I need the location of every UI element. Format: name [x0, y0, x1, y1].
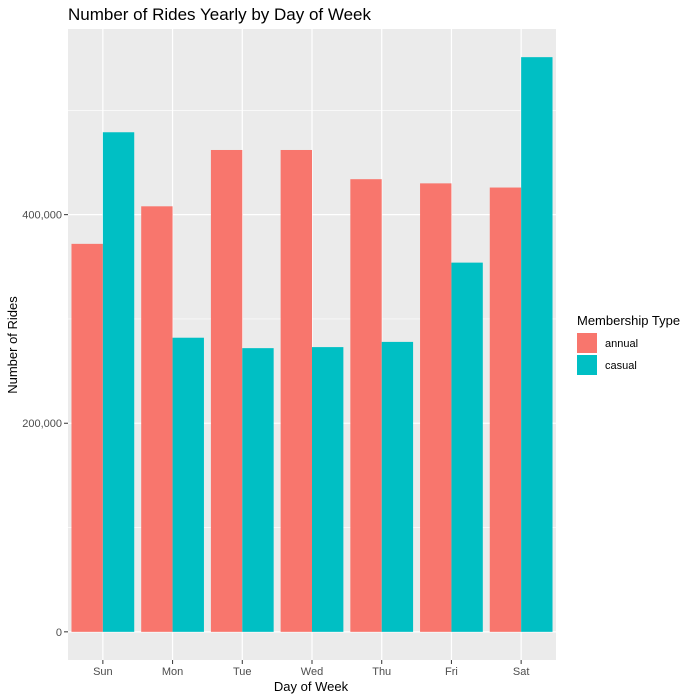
bar-casual-thu [381, 341, 414, 632]
x-tick-label: Fri [445, 666, 458, 678]
y-tick-label: 400,000 [22, 210, 62, 222]
y-axis: 0 200,000 400,000 [22, 210, 68, 639]
legend: Membership Type annual casual [577, 313, 680, 375]
bar-annual-wed [280, 149, 312, 632]
legend-key-casual [577, 355, 597, 375]
y-axis-title: Number of Rides [5, 296, 20, 394]
bar-casual-sun [102, 132, 135, 632]
bar-annual-sat [489, 187, 522, 632]
x-axis-title: Day of Week [274, 679, 349, 694]
bar-annual-sun [71, 243, 103, 632]
x-tick-label: Thu [372, 666, 391, 678]
x-tick-label: Wed [301, 666, 323, 678]
bar-casual-tue [242, 348, 274, 632]
legend-title: Membership Type [577, 313, 680, 328]
x-tick-label: Tue [233, 666, 252, 678]
bar-casual-fri [451, 262, 483, 632]
bar-annual-thu [350, 179, 382, 632]
bar-annual-mon [141, 206, 173, 632]
x-tick-label: Sun [93, 666, 113, 678]
legend-label-annual: annual [605, 338, 638, 350]
bar-annual-tue [210, 149, 243, 632]
x-axis: Sun Mon Tue Wed Thu Fri Sat [93, 660, 529, 678]
chart-title: Number of Rides Yearly by Day of Week [68, 5, 371, 24]
x-tick-label: Mon [162, 666, 183, 678]
bar-casual-mon [172, 337, 204, 632]
y-tick-label: 0 [56, 627, 62, 639]
bar-annual-fri [420, 183, 452, 632]
x-tick-label: Sat [513, 666, 530, 678]
bars [71, 57, 553, 632]
bar-casual-wed [312, 347, 344, 632]
legend-label-casual: casual [605, 360, 637, 372]
bar-casual-sat [521, 57, 553, 632]
legend-key-annual [577, 333, 597, 353]
y-tick-label: 200,000 [22, 418, 62, 430]
